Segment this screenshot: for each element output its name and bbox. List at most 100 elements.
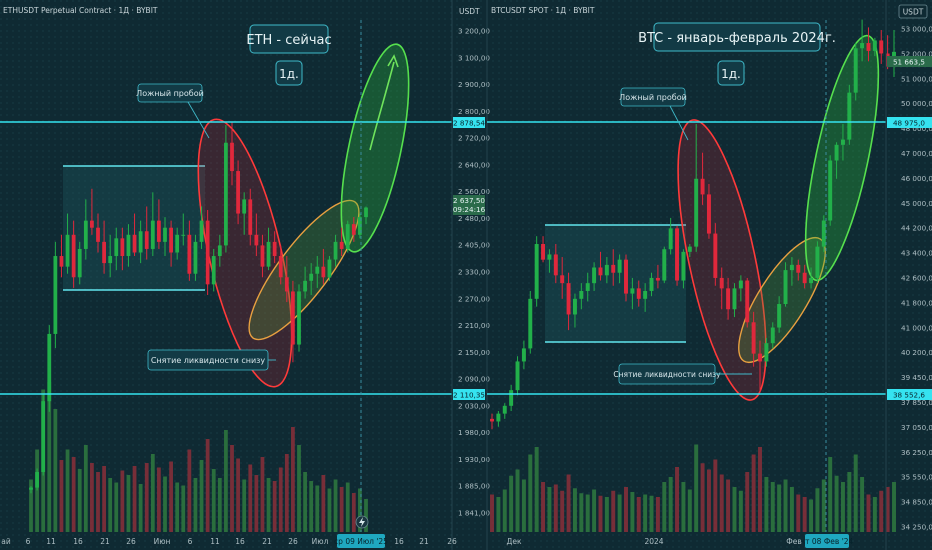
btc-candle xyxy=(604,264,609,276)
btc-volume-bar xyxy=(560,490,565,532)
eth-volume-bar xyxy=(96,472,100,532)
eth-timeframe-box xyxy=(275,60,303,86)
btc-candle xyxy=(745,280,750,323)
btc-volume-bar xyxy=(541,482,546,532)
eth-volume-bar xyxy=(333,479,338,532)
eth-flash-glyph xyxy=(359,517,365,527)
eth-candle xyxy=(260,245,265,267)
eth-price-tick: 2 480,00 xyxy=(458,214,490,223)
eth-price-tick: 2 150,00 xyxy=(458,348,490,357)
btc-timeframe-box xyxy=(717,60,745,86)
btc-candle xyxy=(732,288,737,310)
eth-arrow-head xyxy=(387,54,399,68)
eth-candle xyxy=(236,171,240,214)
eth-volume-bar xyxy=(211,469,216,532)
btc-candle xyxy=(579,290,584,299)
eth-candle xyxy=(175,234,180,253)
eth-candle xyxy=(169,227,173,253)
eth-volume-bar xyxy=(83,445,88,532)
eth-volume-bar xyxy=(230,445,234,532)
eth-date-tick: Июн xyxy=(154,537,171,546)
btc-range-fill xyxy=(545,225,686,342)
eth-candle xyxy=(71,234,76,278)
btc-volume-bar xyxy=(572,488,577,532)
btc-volume-bar xyxy=(617,494,622,532)
btc-volume-bars xyxy=(490,444,896,532)
eth-date-tick: 26 xyxy=(288,537,298,546)
eth-price-tick: 2 405,00 xyxy=(458,241,490,250)
btc-price-tick: 37 850,00 xyxy=(901,398,932,407)
eth-level-bottom-tag xyxy=(453,389,485,400)
btc-volume-bar xyxy=(675,467,680,532)
btc-candle xyxy=(624,259,628,294)
eth-price-tick: 2 090,00 xyxy=(458,375,490,384)
btc-price-tick: 43 400,00 xyxy=(901,249,932,258)
btc-candle xyxy=(726,288,731,310)
eth-candle xyxy=(144,231,149,249)
btc-candle xyxy=(662,249,667,281)
btc-candle xyxy=(585,283,590,291)
btc-volume-bar xyxy=(828,457,833,532)
btc-last-price: 51 663,5 xyxy=(893,58,925,67)
btc-candle xyxy=(700,178,705,195)
btc-volume-bar xyxy=(706,469,711,532)
eth-volume-bar xyxy=(291,427,295,532)
eth-candle xyxy=(187,234,192,274)
eth-volume-bar xyxy=(132,466,137,532)
eth-volume-bar xyxy=(236,458,240,532)
btc-volume-bar xyxy=(649,495,654,532)
btc-symbol-label: BTCUSDT SPOT · 1Д · BYBIT xyxy=(491,6,595,15)
eth-currency: USDT xyxy=(459,7,480,16)
eth-candle xyxy=(351,224,356,235)
btc-currency-box[interactable] xyxy=(898,4,928,19)
btc-candle xyxy=(617,259,622,273)
eth-volume-bar xyxy=(345,482,350,532)
btc-volume-bar xyxy=(547,487,552,532)
eth-volume-bar xyxy=(193,478,198,532)
btc-candle xyxy=(643,290,648,299)
eth-last-price-tag xyxy=(453,195,485,215)
btc-candle xyxy=(547,254,552,260)
eth-false-breakout-pointer xyxy=(187,101,210,139)
btc-volume-bar xyxy=(694,444,699,532)
btc-candle xyxy=(713,233,718,278)
eth-candle xyxy=(29,487,33,490)
btc-level-bottom-value: 38 552,6 xyxy=(893,391,925,400)
eth-volume-bar xyxy=(327,488,332,532)
eth-candle xyxy=(303,280,307,292)
btc-candle xyxy=(572,298,577,315)
btc-volume-bar xyxy=(885,487,890,532)
eth-volume-bar xyxy=(321,475,326,532)
btc-price-axis: USDT 53 000,00 52 000,00 51 000,00 50 000,0… xyxy=(885,0,932,550)
eth-candle xyxy=(138,231,143,253)
eth-distribution-ellipse xyxy=(197,118,293,388)
eth-volume-bar xyxy=(339,487,344,532)
eth-price-tick: 2 330,00 xyxy=(458,268,490,277)
btc-volume-bar xyxy=(604,497,609,532)
btc-price-tick: 39 450,00 xyxy=(901,373,932,382)
btc-volume-bar xyxy=(834,475,839,532)
eth-date-tick: 16 xyxy=(394,537,404,546)
btc-date-tick: 2024 xyxy=(644,537,663,546)
eth-price-tick: 3 200,00 xyxy=(458,27,490,36)
eth-volume-bar xyxy=(297,445,301,532)
btc-volume-bar xyxy=(738,490,743,532)
eth-candle xyxy=(217,245,222,257)
eth-volume-bar xyxy=(309,481,314,532)
eth-timeframe: 1д. xyxy=(279,67,299,81)
btc-volume-bar xyxy=(636,497,641,532)
eth-date-tick: 6 xyxy=(188,537,193,546)
eth-date-tick: 16 xyxy=(73,537,83,546)
eth-volume-bar xyxy=(108,478,113,532)
btc-candle xyxy=(866,43,871,51)
btc-volume-bar xyxy=(566,474,571,532)
eth-volume-bar xyxy=(90,463,94,532)
eth-date-tick: ай xyxy=(1,537,11,546)
btc-candle xyxy=(528,298,533,349)
btc-volume-bar xyxy=(585,494,590,532)
btc-volume-bar xyxy=(624,487,628,532)
btc-price-tick: 46 000,00 xyxy=(901,174,932,183)
eth-candle xyxy=(205,220,210,285)
btc-candle xyxy=(809,277,814,284)
eth-cursor-date-box xyxy=(337,534,385,548)
